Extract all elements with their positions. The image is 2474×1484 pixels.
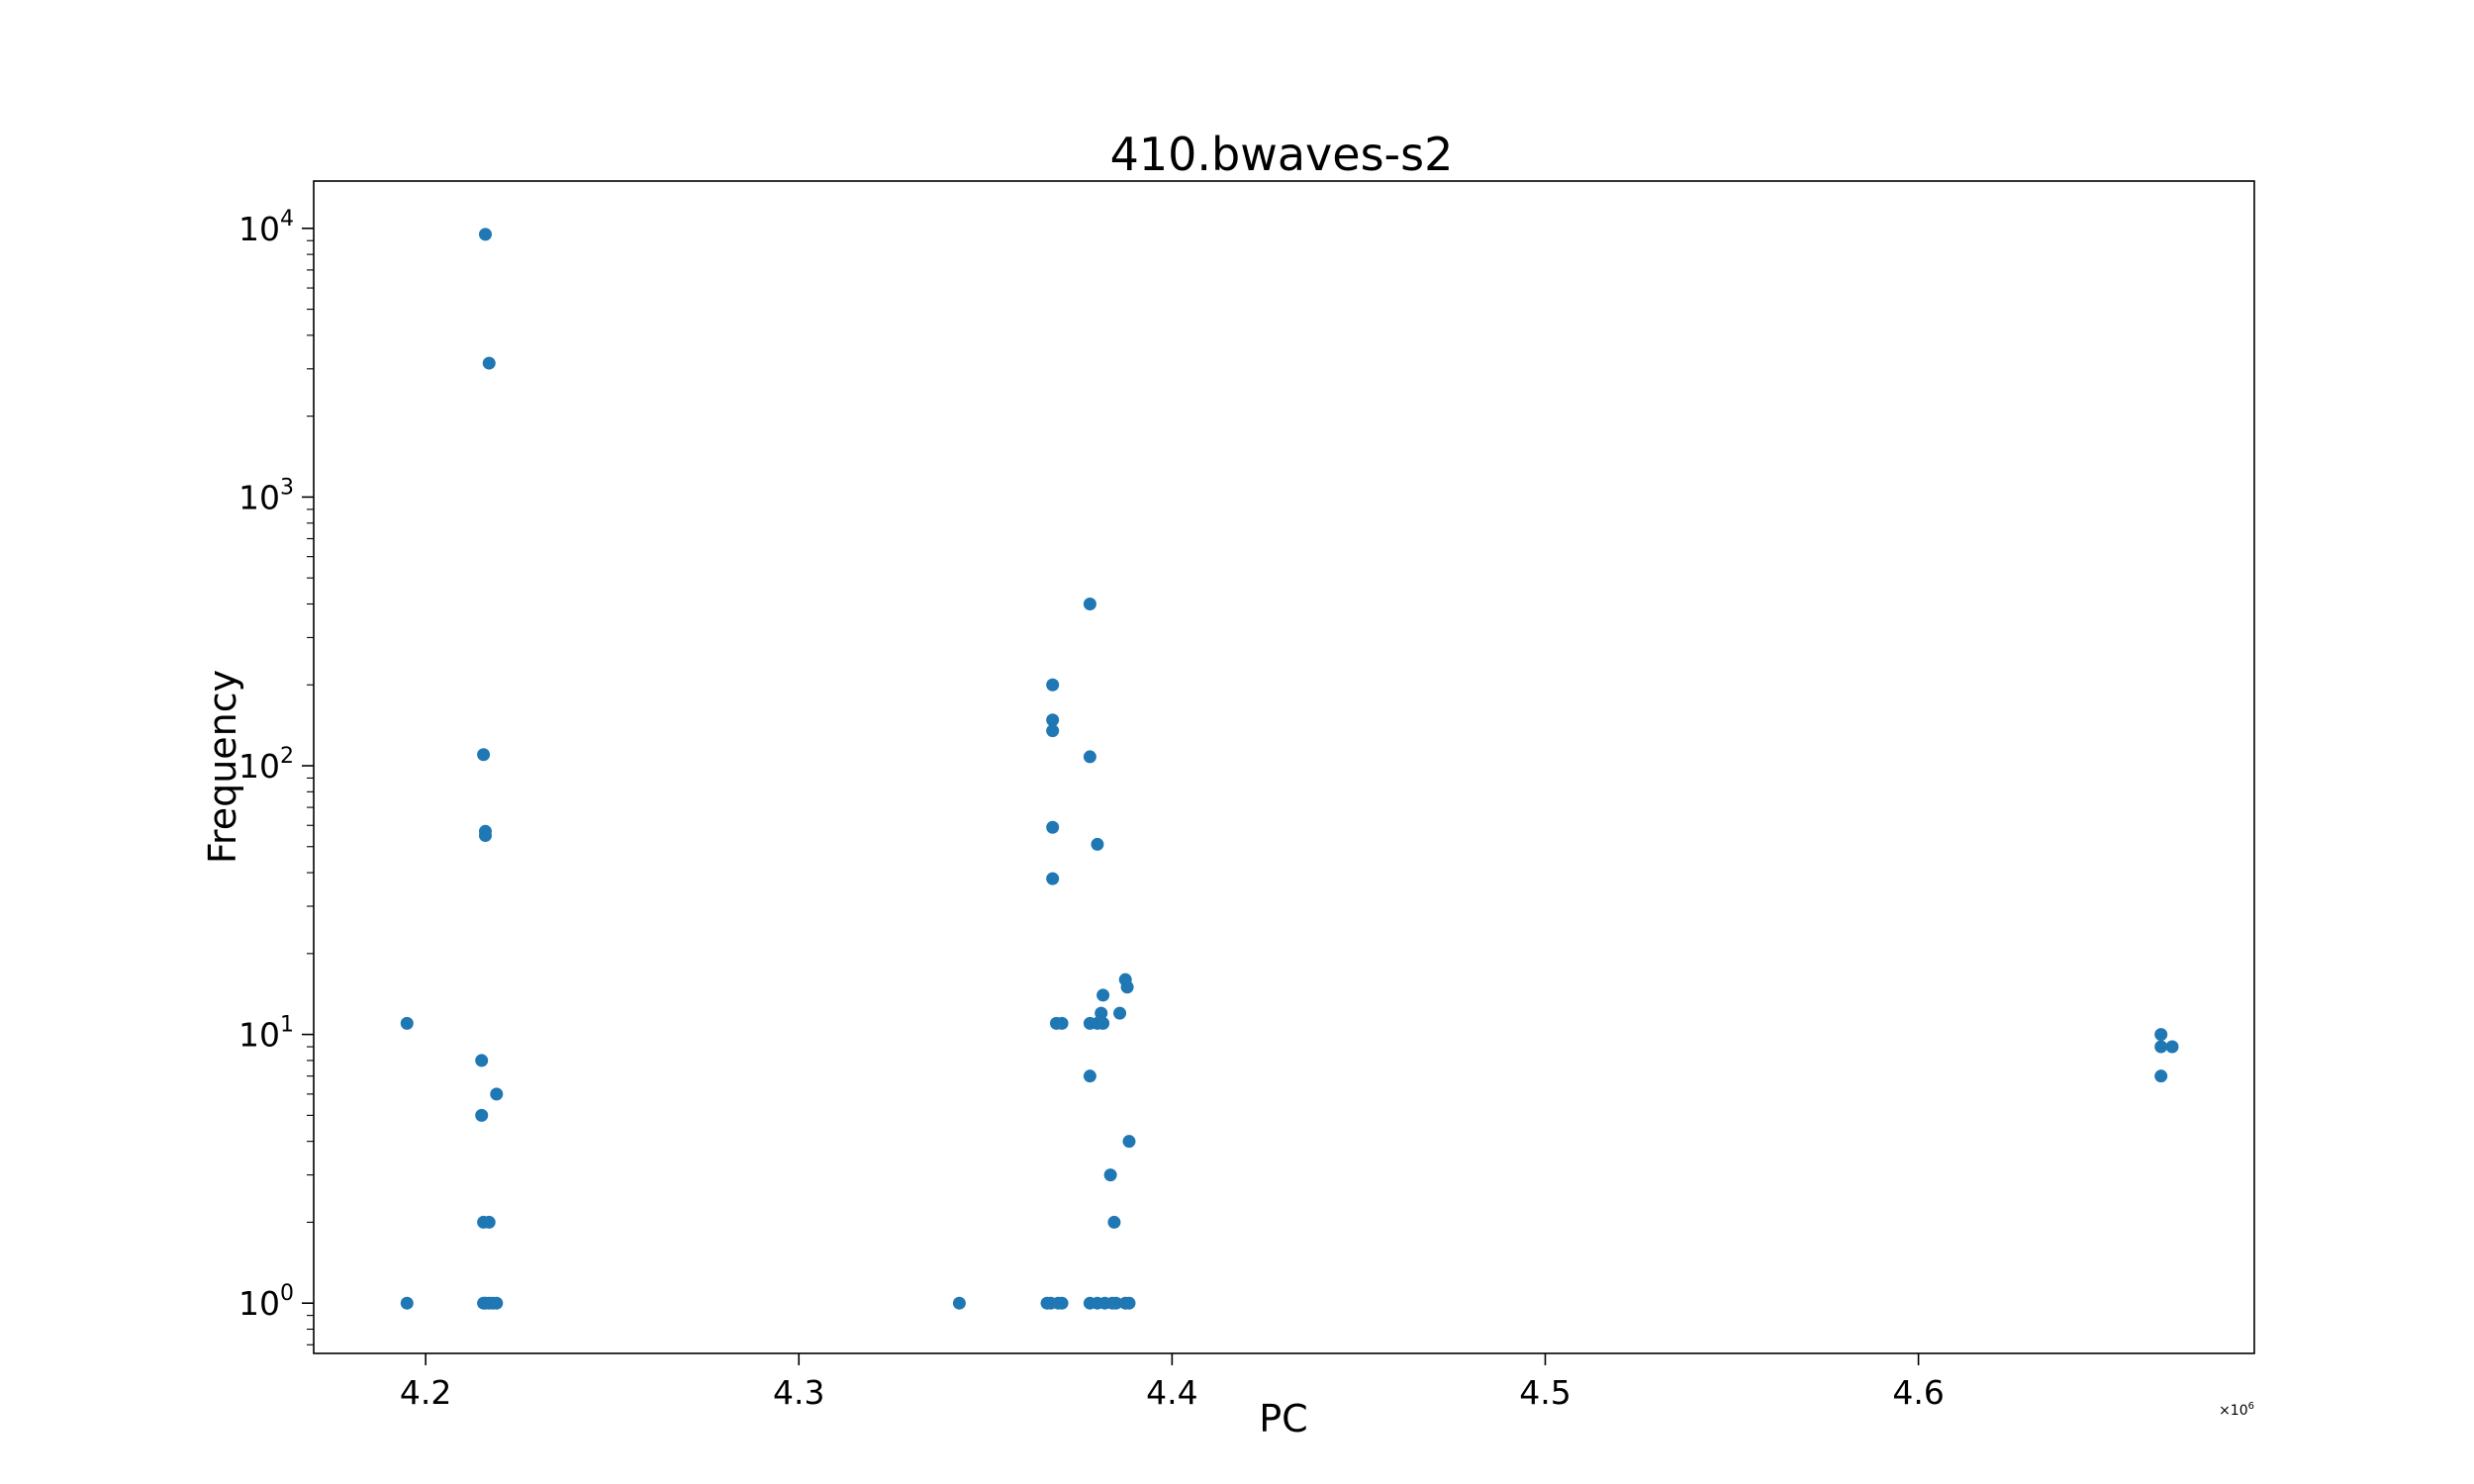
- data-point-37: [1096, 988, 1110, 1002]
- plot-area-frame: [313, 180, 2255, 1354]
- x-tick-label-0: 4.2: [400, 1373, 451, 1412]
- data-point-6: [478, 829, 492, 843]
- data-point-23: [1046, 713, 1060, 727]
- data-point-28: [1055, 1016, 1069, 1030]
- x-tick-label-3: 4.5: [1519, 1373, 1570, 1412]
- data-point-16: [490, 1296, 504, 1310]
- x-tick-label-2: 4.4: [1146, 1373, 1197, 1412]
- data-point-29: [1083, 597, 1096, 610]
- x-axis-ticks: 4.2 4.3 4.4 4.5 4.6: [400, 1353, 1945, 1412]
- data-point-30: [1083, 750, 1096, 764]
- y-tick-label-3: 103: [238, 475, 294, 516]
- y-axis-ticks: 100 101 102 103 104: [238, 207, 314, 1345]
- data-point-51: [2154, 1028, 2168, 1042]
- data-point-36: [1113, 1006, 1127, 1020]
- data-point-54: [2154, 1069, 2168, 1083]
- data-point-22: [1046, 678, 1060, 692]
- data-point-25: [1046, 820, 1060, 834]
- x-tick-label-1: 4.3: [773, 1373, 824, 1412]
- x-tick-label-4: 4.6: [1892, 1373, 1944, 1412]
- data-point-40: [1083, 1069, 1096, 1083]
- y-tick-label-1: 101: [238, 1013, 294, 1055]
- x-axis-label: PC: [1259, 1397, 1307, 1440]
- data-point-39: [1120, 980, 1134, 994]
- data-point-17: [952, 1296, 966, 1310]
- data-point-35: [1094, 1006, 1108, 1020]
- data-point-52: [2154, 1040, 2168, 1054]
- data-points: [400, 228, 2179, 1310]
- data-point-42: [1103, 1168, 1117, 1182]
- data-point-7: [475, 1054, 489, 1067]
- data-point-4: [477, 748, 491, 762]
- data-point-50: [1122, 1296, 1136, 1310]
- data-point-43: [1107, 1215, 1121, 1229]
- data-point-8: [490, 1087, 504, 1101]
- data-point-41: [1122, 1135, 1136, 1149]
- y-tick-label-0: 100: [238, 1281, 294, 1323]
- data-point-53: [2165, 1040, 2179, 1054]
- y-axis-label: Frequency: [201, 670, 244, 864]
- data-point-34: [1096, 1016, 1110, 1030]
- data-point-0: [400, 1016, 414, 1030]
- data-point-2: [478, 228, 492, 241]
- data-point-1: [400, 1296, 414, 1310]
- data-point-11: [482, 1215, 496, 1229]
- x-axis-offset-label: ×106: [2219, 1401, 2254, 1419]
- data-point-24: [1046, 724, 1060, 738]
- data-point-48: [1109, 1296, 1123, 1310]
- chart-title: 410.bwaves-s2: [1110, 128, 1454, 181]
- data-point-26: [1046, 872, 1060, 885]
- y-tick-label-2: 102: [238, 744, 294, 786]
- data-point-21: [1055, 1296, 1069, 1310]
- data-point-9: [475, 1108, 489, 1122]
- data-point-31: [1091, 837, 1104, 851]
- y-tick-label-4: 104: [238, 207, 294, 248]
- data-point-3: [482, 356, 496, 370]
